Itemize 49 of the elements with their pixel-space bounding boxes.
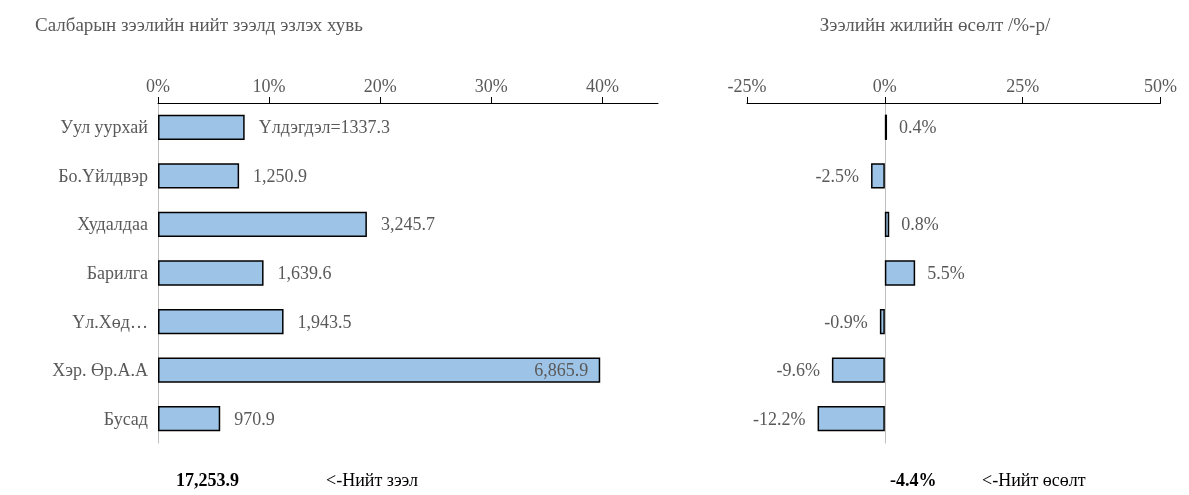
y-tick-label: Хэр. Өр.А.А [52, 360, 148, 381]
bar [158, 163, 240, 189]
x-tick-label: 10% [252, 76, 286, 96]
bar [884, 211, 890, 238]
bar [884, 260, 916, 286]
annotation: Үлдэгдэл=1337.3 [258, 117, 391, 138]
annotation: 970.9 [234, 408, 275, 429]
data-label: -0.9% [824, 311, 868, 332]
bar [879, 308, 885, 335]
x-tick-label: 25% [1006, 76, 1040, 96]
text: <-Нийт өсөлт [982, 470, 1086, 490]
x-tick-label: 20% [363, 76, 397, 96]
y-tick-label: Бо.Үйлдвэр [58, 165, 148, 186]
bar [871, 163, 885, 189]
bar [158, 357, 601, 383]
x-tick-label: 30% [474, 76, 508, 96]
data-label: 0.4% [899, 117, 937, 138]
chart-title: Салбарын зээлийн нийт зээлд эзлэх хувь [35, 14, 364, 35]
annotation: 3,245.7 [380, 214, 435, 235]
x-tick-label: 0% [146, 76, 170, 96]
bar [158, 260, 264, 286]
text: -4.4% [890, 470, 937, 490]
data-label: -9.6% [776, 360, 820, 381]
bar [831, 357, 885, 383]
bar [817, 406, 885, 432]
x-tick-label: 0% [872, 76, 897, 96]
y-tick-label: Үл.Хөд… [72, 311, 148, 332]
data-label: 0.8% [901, 214, 939, 235]
text: 17,253.9 [176, 470, 239, 490]
annotation: 1,639.6 [277, 263, 332, 283]
annotation: 6,865.9 [534, 360, 589, 381]
data-label: -12.2% [753, 408, 806, 429]
x-tick-label: -25% [727, 76, 767, 96]
data-label: -2.5% [815, 165, 860, 186]
annotation: 1,943.5 [297, 311, 352, 332]
text: <-Нийт зээл [326, 470, 419, 490]
x-tick-label: 50% [1144, 76, 1177, 96]
data-label: 5.5% [927, 263, 965, 283]
bar [158, 114, 245, 140]
annotation: 1,250.9 [253, 165, 308, 186]
y-tick-label: Бусад [103, 408, 148, 429]
y-tick-label: Худалдаа [77, 214, 148, 235]
bar [158, 406, 221, 432]
bar [158, 308, 284, 335]
x-tick-label: 40% [585, 76, 619, 96]
bar [158, 211, 367, 238]
y-tick-label: Уул уурхай [60, 117, 149, 138]
chart-title: Зээлийн жилийн өсөлт /%-р/ [819, 14, 1051, 35]
y-tick-label: Барилга [86, 263, 149, 283]
